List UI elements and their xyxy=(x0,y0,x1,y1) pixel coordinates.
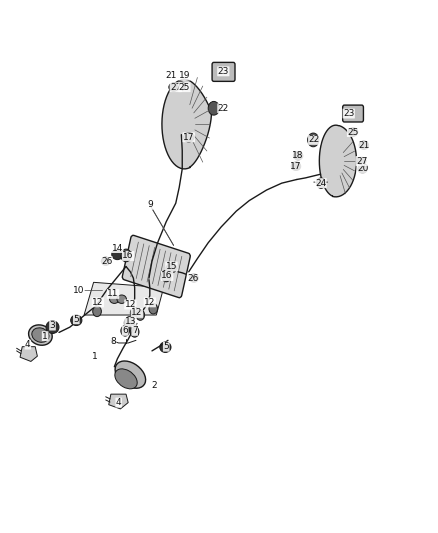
Polygon shape xyxy=(319,125,357,197)
FancyBboxPatch shape xyxy=(212,62,235,82)
Text: 26: 26 xyxy=(187,273,199,282)
Text: 1: 1 xyxy=(42,332,48,341)
Polygon shape xyxy=(84,282,164,315)
Circle shape xyxy=(307,133,319,147)
Text: 4: 4 xyxy=(25,340,31,349)
Text: 18: 18 xyxy=(293,151,304,160)
Text: 22: 22 xyxy=(308,135,320,144)
Ellipse shape xyxy=(112,249,123,260)
Text: 24: 24 xyxy=(315,179,326,188)
Text: 6: 6 xyxy=(122,326,128,335)
Circle shape xyxy=(208,101,219,115)
FancyBboxPatch shape xyxy=(122,235,190,298)
Circle shape xyxy=(93,306,101,317)
Ellipse shape xyxy=(348,128,358,136)
Circle shape xyxy=(317,178,325,189)
Ellipse shape xyxy=(160,342,171,352)
Circle shape xyxy=(149,303,158,314)
Ellipse shape xyxy=(115,361,145,388)
Ellipse shape xyxy=(184,133,194,142)
Circle shape xyxy=(121,249,131,262)
FancyBboxPatch shape xyxy=(343,105,364,122)
Text: 17: 17 xyxy=(183,133,194,142)
Text: 15: 15 xyxy=(166,262,177,271)
Ellipse shape xyxy=(117,295,127,303)
Text: 7: 7 xyxy=(132,326,138,335)
Ellipse shape xyxy=(46,321,59,334)
Circle shape xyxy=(131,308,139,318)
Polygon shape xyxy=(20,346,37,361)
Ellipse shape xyxy=(357,157,366,165)
Text: 3: 3 xyxy=(49,321,55,330)
Text: 16: 16 xyxy=(161,271,173,280)
Text: 12: 12 xyxy=(144,298,155,307)
Text: 9: 9 xyxy=(147,200,153,209)
Text: 27: 27 xyxy=(170,83,181,92)
Ellipse shape xyxy=(32,328,49,342)
Text: 10: 10 xyxy=(73,286,84,295)
Text: 12: 12 xyxy=(131,309,142,318)
Polygon shape xyxy=(162,79,212,169)
Ellipse shape xyxy=(101,257,110,265)
Circle shape xyxy=(124,317,134,329)
Text: 12: 12 xyxy=(125,300,136,309)
Polygon shape xyxy=(109,394,128,409)
Ellipse shape xyxy=(358,165,367,173)
Text: 17: 17 xyxy=(290,162,302,171)
Text: 2: 2 xyxy=(151,381,157,390)
Ellipse shape xyxy=(291,162,301,171)
Ellipse shape xyxy=(28,325,52,345)
Text: 26: 26 xyxy=(101,257,112,266)
Text: 19: 19 xyxy=(179,71,190,80)
Ellipse shape xyxy=(169,83,178,91)
Text: 27: 27 xyxy=(356,157,367,166)
Text: 12: 12 xyxy=(92,298,104,307)
Text: 21: 21 xyxy=(166,71,177,80)
Text: 5: 5 xyxy=(74,315,79,324)
Circle shape xyxy=(131,327,139,337)
Text: 8: 8 xyxy=(110,337,116,346)
Ellipse shape xyxy=(176,82,186,90)
Text: 25: 25 xyxy=(347,127,359,136)
Text: 16: 16 xyxy=(123,252,134,261)
Ellipse shape xyxy=(110,295,119,303)
Text: 11: 11 xyxy=(107,289,119,298)
Ellipse shape xyxy=(190,274,198,282)
Ellipse shape xyxy=(166,263,177,273)
Ellipse shape xyxy=(115,369,137,389)
Text: 5: 5 xyxy=(163,342,169,351)
Ellipse shape xyxy=(359,141,369,149)
Circle shape xyxy=(121,326,130,336)
Text: 23: 23 xyxy=(343,109,354,118)
Ellipse shape xyxy=(71,315,82,326)
Text: 22: 22 xyxy=(218,104,229,113)
Text: 1: 1 xyxy=(92,352,98,361)
Circle shape xyxy=(162,270,171,282)
Circle shape xyxy=(136,310,145,320)
Text: 21: 21 xyxy=(358,141,370,150)
Text: 4: 4 xyxy=(116,398,121,407)
Text: 20: 20 xyxy=(357,164,368,173)
Ellipse shape xyxy=(293,151,303,160)
Text: 23: 23 xyxy=(218,67,229,76)
Text: 13: 13 xyxy=(124,317,136,326)
Text: 14: 14 xyxy=(112,244,123,253)
Text: 25: 25 xyxy=(179,83,190,92)
